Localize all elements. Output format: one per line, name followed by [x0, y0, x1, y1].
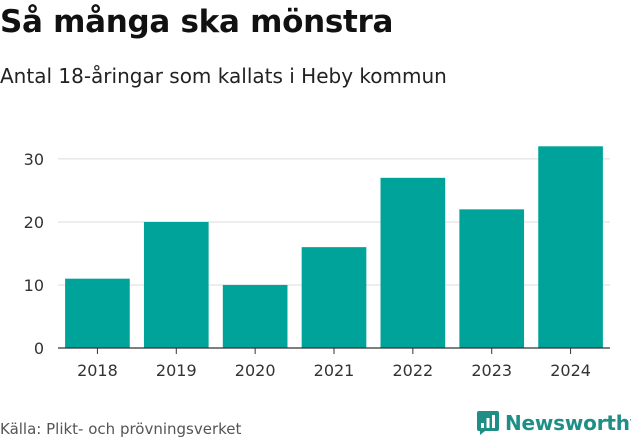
y-tick-label: 20 [24, 213, 44, 232]
axes: 0 10 20 30 2018 2019 2020 2021 2022 2023 2024 [24, 150, 610, 380]
x-tick-label: 2021 [314, 361, 355, 380]
y-tick-label: 0 [34, 339, 44, 358]
y-tick-label: 30 [24, 150, 44, 169]
chart-title: Så många ska mönstra [0, 4, 394, 40]
x-tick-label: 2020 [235, 361, 276, 380]
bars [65, 146, 603, 348]
bar-2021 [301, 247, 367, 348]
source-note: Källa: Plikt- och prövningsverket [0, 420, 242, 438]
x-tick-label: 2019 [156, 361, 197, 380]
bar-2024 [538, 146, 603, 348]
bar-2023 [459, 209, 525, 348]
bar-2022 [380, 177, 446, 348]
bar-chart: 0 10 20 30 2018 2019 2020 2021 2022 2023 2024 [24, 146, 610, 380]
y-tick-label: 10 [24, 276, 44, 295]
x-tick-label: 2018 [77, 361, 118, 380]
brand-name: Newsworthy [505, 411, 631, 435]
brand-logo: Newsworthy [476, 408, 631, 438]
bar-2020 [222, 284, 288, 348]
bar-chart-speech-bubble-icon [477, 411, 499, 435]
bar-2019 [143, 221, 209, 348]
chart-subtitle: Antal 18-åringar som kallats i Heby komm… [0, 64, 447, 88]
x-tick-label: 2023 [471, 361, 512, 380]
bar-2018 [65, 278, 130, 348]
x-tick-label: 2022 [392, 361, 433, 380]
x-tick-label: 2024 [550, 361, 591, 380]
